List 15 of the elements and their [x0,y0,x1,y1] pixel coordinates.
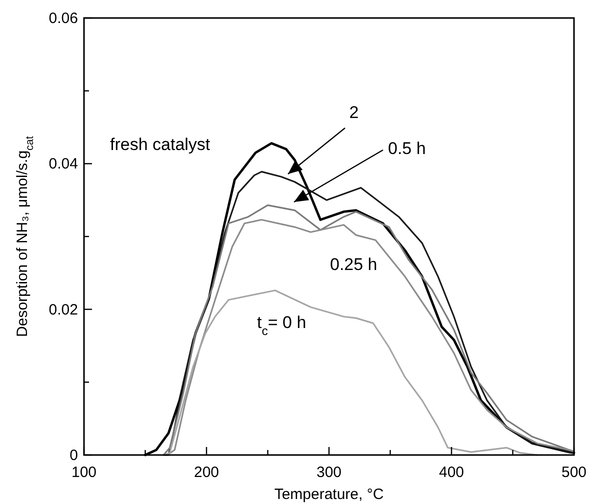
y-tick-label: 0 [70,447,78,464]
y-tick-label: 0.02 [48,301,78,318]
y-tick-label: 0.06 [48,10,78,27]
series-label: 0.25 h [330,255,378,274]
x-tick-label: 200 [194,464,220,481]
text: fresh catalyst [110,135,210,154]
x-tick-label: 100 [71,464,97,481]
text: 0.5 h [388,139,426,158]
x-tick-label: 400 [438,464,464,481]
y-tick-label: 0.04 [48,156,78,173]
x-tick-label: 300 [316,464,342,481]
text: 2 [349,103,359,122]
series-label: t$_{c}$= 0 h [257,313,306,338]
x-axis-title: Temperature, °C [274,486,384,503]
x-tick-label: 500 [561,464,587,481]
